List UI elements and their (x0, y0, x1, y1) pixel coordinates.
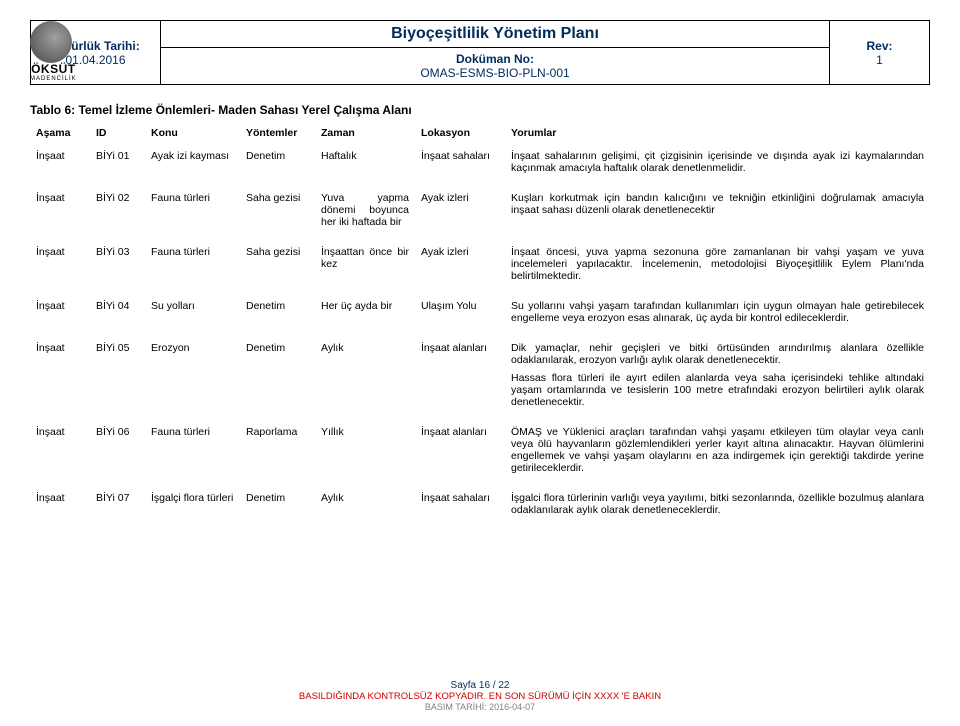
cell-id: BİYi 06 (90, 420, 145, 486)
document-title: Biyoçeşitlilik Yönetim Planı (161, 21, 830, 48)
doc-no-label: Doküman No: (456, 52, 534, 66)
cell-asama: İnşaat (30, 240, 90, 294)
table-row: İnşaatBİYi 06Fauna türleriRaporlamaYıllı… (30, 420, 930, 486)
cell-lokasyon: İnşaat alanları (415, 336, 505, 420)
cell-yontem: Denetim (240, 144, 315, 187)
table-caption: Tablo 6: Temel İzleme Önlemleri- Maden S… (30, 103, 930, 117)
revision-label: Rev: (838, 39, 921, 53)
cell-lokasyon: Ayak izleri (415, 186, 505, 240)
logo-moon-icon (30, 21, 72, 63)
cell-konu: Ayak izi kayması (145, 144, 240, 187)
cell-lokasyon: İnşaat alanları (415, 420, 505, 486)
cell-lokasyon: İnşaat sahaları (415, 486, 505, 528)
table-row: İnşaatBİYi 03Fauna türleriSaha gezisiİnş… (30, 240, 930, 294)
cell-konu: Su yolları (145, 294, 240, 336)
cell-yorum: Su yollarını vahşi yaşam tarafından kull… (505, 294, 930, 336)
col-header-konu: Konu (145, 123, 240, 144)
cell-id: BİYi 03 (90, 240, 145, 294)
cell-yontem: Saha gezisi (240, 240, 315, 294)
cell-asama: İnşaat (30, 294, 90, 336)
col-header-yorum: Yorumlar (505, 123, 930, 144)
cell-konu: Fauna türleri (145, 186, 240, 240)
cell-zaman: İnşaattan önce bir kez (315, 240, 415, 294)
cell-yorum: Kuşları korkutmak için bandın kalıcığını… (505, 186, 930, 240)
cell-konu: Fauna türleri (145, 420, 240, 486)
cell-id: BİYi 02 (90, 186, 145, 240)
footer-page: Sayfa 16 / 22 (0, 680, 960, 691)
cell-id: BİYi 01 (90, 144, 145, 187)
col-header-asama: Aşama (30, 123, 90, 144)
cell-asama: İnşaat (30, 486, 90, 528)
cell-yorum: İnşaat sahalarının gelişimi, çit çizgisi… (505, 144, 930, 187)
cell-asama: İnşaat (30, 186, 90, 240)
cell-konu: Fauna türleri (145, 240, 240, 294)
cell-id: BİYi 07 (90, 486, 145, 528)
cell-yorum: Dik yamaçlar, nehir geçişleri ve bitki ö… (505, 336, 930, 420)
table-row: İnşaatBİYi 04Su yollarıDenetimHer üç ayd… (30, 294, 930, 336)
logo-subtitle: MADENCİLİK (30, 76, 77, 82)
cell-konu: İşgalçi flora türleri (145, 486, 240, 528)
cell-yorum: İnşaat öncesi, yuva yapma sezonuna göre … (505, 240, 930, 294)
table-row: İnşaatBİYi 02Fauna türleriSaha gezisiYuv… (30, 186, 930, 240)
cell-yontem: Saha gezisi (240, 186, 315, 240)
doc-no-value: OMAS-ESMS-BIO-PLN-001 (420, 66, 569, 80)
cell-yorum: İşgalci flora türlerinin varlığı veya ya… (505, 486, 930, 528)
table-header-row: Aşama ID Konu Yöntemler Zaman Lokasyon Y… (30, 123, 930, 144)
cell-lokasyon: İnşaat sahaları (415, 144, 505, 187)
monitoring-table: Aşama ID Konu Yöntemler Zaman Lokasyon Y… (30, 123, 930, 528)
footer-warning: BASILDIĞINDA KONTROLSÜZ KOPYADIR. EN SON… (0, 691, 960, 702)
table-row: İnşaatBİYi 01Ayak izi kaymasıDenetimHaft… (30, 144, 930, 187)
cell-asama: İnşaat (30, 144, 90, 187)
cell-id: BİYi 04 (90, 294, 145, 336)
cell-zaman: Her üç ayda bir (315, 294, 415, 336)
cell-lokasyon: Ulaşım Yolu (415, 294, 505, 336)
cell-yontem: Denetim (240, 294, 315, 336)
col-header-lokasyon: Lokasyon (415, 123, 505, 144)
cell-id: BİYi 05 (90, 336, 145, 420)
cell-asama: İnşaat (30, 336, 90, 420)
col-header-zaman: Zaman (315, 123, 415, 144)
cell-zaman: Yuva yapma dönemi boyunca her iki haftad… (315, 186, 415, 240)
cell-yorum: ÖMAŞ ve Yüklenici araçları tarafından va… (505, 420, 930, 486)
cell-yontem: Denetim (240, 486, 315, 528)
cell-asama: İnşaat (30, 420, 90, 486)
cell-yontem: Raporlama (240, 420, 315, 486)
cell-zaman: Aylık (315, 336, 415, 420)
cell-yontem: Denetim (240, 336, 315, 420)
page-footer: Sayfa 16 / 22 BASILDIĞINDA KONTROLSÜZ KO… (0, 680, 960, 712)
logo-name: ÖKSÜT (30, 62, 77, 76)
cell-zaman: Haftalık (315, 144, 415, 187)
cell-zaman: Yıllık (315, 420, 415, 486)
col-header-yontem: Yöntemler (240, 123, 315, 144)
document-header: Yürürlük Tarihi: 01.04.2016 Biyoçeşitlil… (30, 20, 930, 85)
logo: ÖKSÜT MADENCİLİK (30, 18, 77, 82)
table-row: İnşaatBİYi 05ErozyonDenetimAylıkİnşaat a… (30, 336, 930, 420)
table-row: İnşaatBİYi 07İşgalçi flora türleriDeneti… (30, 486, 930, 528)
cell-konu: Erozyon (145, 336, 240, 420)
footer-print-date: BASIM TARİHİ: 2016-04-07 (0, 702, 960, 712)
cell-lokasyon: Ayak izleri (415, 240, 505, 294)
col-header-id: ID (90, 123, 145, 144)
cell-zaman: Aylık (315, 486, 415, 528)
revision-value: 1 (838, 53, 921, 67)
